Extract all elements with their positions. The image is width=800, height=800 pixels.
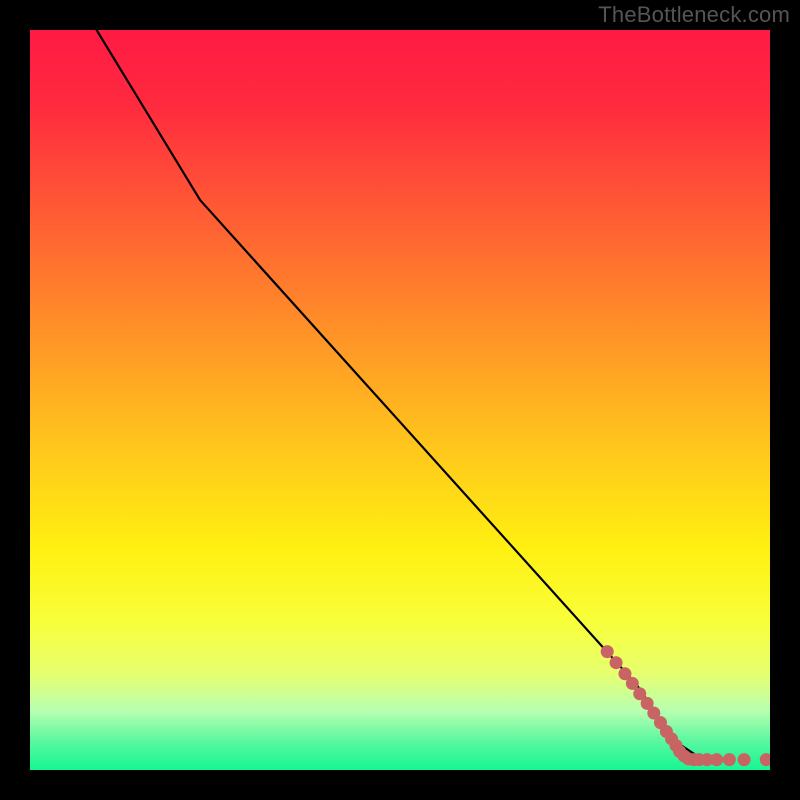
bottleneck-chart: [30, 30, 770, 770]
chart-background: [30, 30, 770, 770]
data-marker: [723, 753, 736, 766]
data-marker: [601, 645, 614, 658]
data-marker: [738, 753, 751, 766]
watermark-text: TheBottleneck.com: [598, 2, 790, 28]
data-marker: [610, 656, 623, 669]
data-marker: [710, 753, 723, 766]
plot-container: [30, 30, 770, 770]
